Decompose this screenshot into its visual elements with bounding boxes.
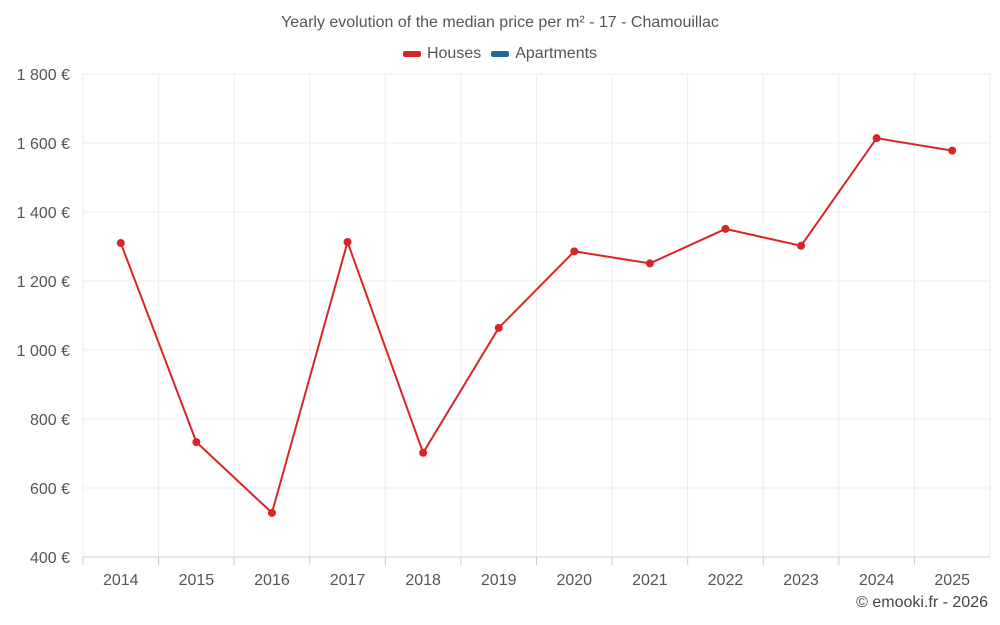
data-point-houses [192, 438, 201, 447]
y-tick-label: 1 000 € [17, 343, 70, 360]
x-tick-label: 2017 [330, 572, 366, 589]
y-tick-label: 1 600 € [17, 136, 70, 153]
x-tick-label: 2023 [783, 572, 819, 589]
y-tick-label: 1 400 € [17, 205, 70, 222]
legend-item-houses[interactable]: Houses [402, 45, 482, 63]
y-tick-label: 800 € [30, 412, 70, 429]
y-tick-label: 1 800 € [17, 67, 70, 84]
series [116, 134, 957, 517]
data-point-houses [797, 241, 806, 250]
grid [82, 73, 991, 558]
x-tick-label: 2022 [708, 572, 744, 589]
chart-title: Yearly evolution of the median price per… [281, 14, 719, 31]
data-point-houses [419, 448, 428, 457]
x-tick-label: 2015 [179, 572, 215, 589]
data-point-houses [721, 224, 730, 233]
copyright-footer: © emooki.fr - 2026 [856, 594, 988, 611]
y-tick-label: 1 200 € [17, 274, 70, 291]
data-point-houses [343, 238, 352, 247]
data-point-houses [948, 146, 957, 155]
data-point-houses [872, 134, 881, 143]
x-tick-label: 2025 [934, 572, 970, 589]
data-point-houses [267, 508, 276, 517]
legend-label-apartments: Apartments [515, 45, 598, 62]
x-tick-label: 2020 [556, 572, 592, 589]
legend: Houses Apartments [0, 45, 1000, 63]
legend-swatch-houses [402, 51, 421, 57]
legend-item-apartments[interactable]: Apartments [491, 45, 597, 63]
data-point-houses [570, 247, 579, 256]
x-tick-label: 2014 [103, 572, 139, 589]
x-tick-label: 2018 [405, 572, 441, 589]
data-point-houses [116, 239, 125, 248]
data-point-houses [494, 323, 503, 332]
x-tick-label: 2016 [254, 572, 290, 589]
x-tick-label: 2024 [859, 572, 895, 589]
y-tick-label: 600 € [30, 481, 70, 498]
y-tick-label: 400 € [30, 550, 70, 567]
series-line-houses [119, 137, 954, 514]
x-tick-label: 2021 [632, 572, 668, 589]
legend-label-houses: Houses [426, 45, 482, 62]
data-point-houses [645, 259, 654, 268]
axes: 400 € 600 € 800 € 1 000 € 1 200 € 1 400 € 1 60… [17, 67, 990, 589]
legend-swatch-apartments [491, 51, 510, 57]
x-tick-label: 2019 [481, 572, 517, 589]
